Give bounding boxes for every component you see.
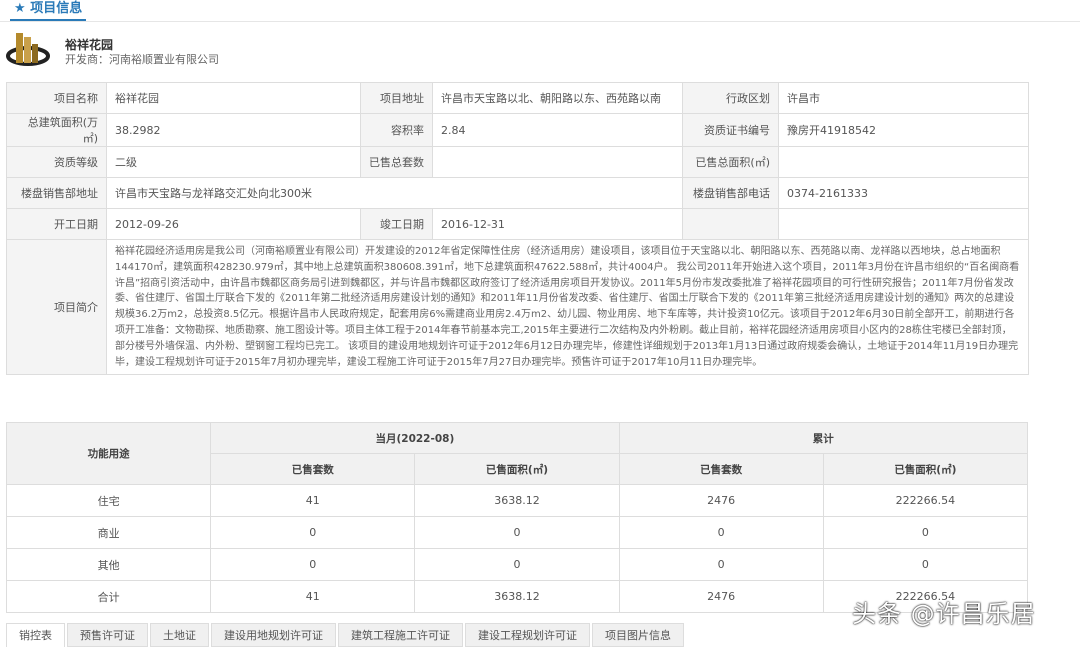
- project-info-table: 项目名称 裕祥花园 项目地址 许昌市天宝路以北、朝阳路以东、西苑路以南 行政区划 许昌…: [6, 82, 1029, 376]
- label: 总建筑面积(万㎡): [6, 113, 107, 147]
- label: 已售总面积(㎡): [682, 146, 779, 178]
- cell: 0: [414, 548, 620, 581]
- label: 项目地址: [360, 82, 433, 114]
- area-value: 38.2982: [106, 113, 361, 147]
- cell: 0: [822, 548, 1029, 581]
- cell: 2476: [618, 484, 824, 517]
- sold-sets-value: [432, 146, 683, 178]
- col-header: 已售套数: [618, 453, 824, 485]
- table-row: 住宅 41 3638.12 2476 222266.54: [5, 484, 1029, 517]
- project-description: 裕祥花园经济适用房是我公司（河南裕顺置业有限公司）开发建设的2012年省定保障性…: [106, 238, 1029, 376]
- phone-value: 0374-2161333: [778, 177, 1029, 209]
- cell: 41: [210, 580, 416, 613]
- label: 楼盘销售部电话: [682, 177, 779, 209]
- cell: 0: [210, 548, 416, 581]
- cell: 0: [618, 516, 824, 549]
- label: 已售总套数: [360, 146, 433, 178]
- tab-project-images[interactable]: 项目图片信息: [592, 623, 684, 647]
- label: 项目名称: [6, 82, 107, 114]
- tab-engineering-planning-permit[interactable]: 建设工程规划许可证: [465, 623, 590, 647]
- sales-table: 功能用途 当月(2022-08) 累计 已售套数 已售面积(㎡) 已售套数 已售…: [5, 422, 1029, 613]
- empty-cell: [778, 208, 1029, 240]
- label: 开工日期: [6, 208, 107, 240]
- col-header: 累计: [618, 422, 1029, 454]
- tab-land-planning-permit[interactable]: 建设用地规划许可证: [211, 623, 336, 647]
- building-logo-icon: [6, 33, 50, 66]
- cell: 商业: [5, 516, 212, 549]
- far-value: 2.84: [432, 113, 683, 147]
- cell: 2476: [618, 580, 824, 613]
- office-value: 许昌市天宝路与龙祥路交汇处向北300米: [106, 177, 683, 209]
- col-header: 功能用途: [5, 422, 212, 485]
- cell: 3638.12: [414, 484, 620, 517]
- cell: 0: [618, 548, 824, 581]
- cell: 0: [822, 516, 1029, 549]
- cell: 222266.54: [822, 484, 1029, 517]
- cert-value: 豫房开41918542: [778, 113, 1029, 147]
- end-value: 2016-12-31: [432, 208, 683, 240]
- label: 竣工日期: [360, 208, 433, 240]
- cell: 3638.12: [414, 580, 620, 613]
- sold-area-value: [778, 146, 1029, 178]
- cell: 222266.54: [822, 580, 1029, 613]
- label: 楼盘销售部地址: [6, 177, 107, 209]
- grade-value: 二级: [106, 146, 361, 178]
- tab-presale-permit[interactable]: 预售许可证: [67, 623, 148, 647]
- table-row: 商业 0 0 0 0: [5, 516, 1029, 549]
- col-header: 已售套数: [210, 453, 416, 485]
- cell: 其他: [5, 548, 212, 581]
- label: [682, 208, 779, 240]
- star-icon: ★: [14, 1, 26, 16]
- watermark: 头条 @许昌乐居: [852, 600, 1036, 628]
- label: 容积率: [360, 113, 433, 147]
- col-header: 已售面积(㎡): [414, 453, 620, 485]
- cell: 0: [210, 516, 416, 549]
- tab-sales-control[interactable]: 销控表: [6, 623, 65, 647]
- section-header: ★ 项目信息: [0, 0, 1080, 22]
- address-value: 许昌市天宝路以北、朝阳路以东、西苑路以南: [432, 82, 683, 114]
- project-name-value: 裕祥花园: [106, 82, 361, 114]
- district-value: 许昌市: [778, 82, 1029, 114]
- tab-bar: 销控表 预售许可证 土地证 建设用地规划许可证 建筑工程施工许可证 建设工程规划…: [6, 623, 686, 647]
- tab-construction-permit[interactable]: 建筑工程施工许可证: [338, 623, 463, 647]
- cell: 合计: [5, 580, 212, 613]
- label: 资质等级: [6, 146, 107, 178]
- cell: 41: [210, 484, 416, 517]
- col-header: 当月(2022-08): [210, 422, 620, 454]
- start-value: 2012-09-26: [106, 208, 361, 240]
- cell: 0: [414, 516, 620, 549]
- table-row: 合计 41 3638.12 2476 222266.54: [5, 580, 1029, 613]
- developer: 开发商：河南裕顺置业有限公司: [65, 53, 219, 66]
- label: 行政区划: [682, 82, 779, 114]
- section-tab: ★ 项目信息: [10, 0, 87, 21]
- cell: 住宅: [5, 484, 212, 517]
- tab-land-cert[interactable]: 土地证: [150, 623, 209, 647]
- label: 项目简介: [6, 238, 107, 376]
- label: 资质证书编号: [682, 113, 779, 147]
- col-header: 已售面积(㎡): [822, 453, 1029, 485]
- table-row: 其他 0 0 0 0: [5, 548, 1029, 581]
- project-name: 裕祥花园: [65, 38, 114, 52]
